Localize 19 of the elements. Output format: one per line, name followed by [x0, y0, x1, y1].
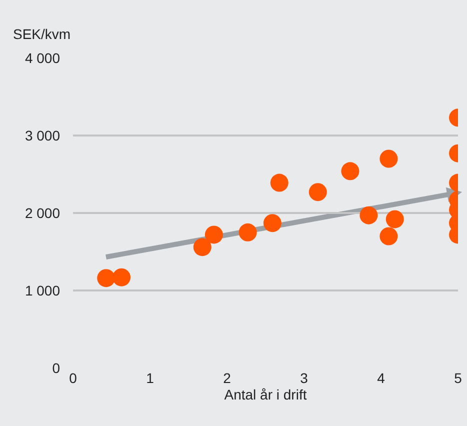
x-tick-label: 4: [377, 370, 386, 386]
x-tick-label: 1: [146, 370, 154, 386]
y-axis-title: SEK/kvm: [13, 26, 71, 42]
point: [270, 174, 288, 192]
point: [238, 223, 257, 242]
point: [193, 238, 212, 256]
y-tick-label: 0: [52, 360, 60, 376]
y-tick-label: 4 000: [24, 50, 60, 66]
y-tick-label: 1 000: [24, 282, 60, 298]
y-tick-label: 2 000: [24, 204, 60, 221]
point: [263, 214, 282, 232]
x-tick-label: 0: [69, 370, 78, 386]
point: [204, 226, 223, 244]
x-tick-label: 2: [223, 370, 232, 386]
y-tick-label: 3 000: [24, 127, 60, 144]
x-tick-label: 3: [300, 370, 308, 386]
point: [112, 268, 131, 286]
x-tick-label: 5: [454, 370, 462, 386]
x-axis-title: Antal år i drift: [224, 386, 307, 402]
